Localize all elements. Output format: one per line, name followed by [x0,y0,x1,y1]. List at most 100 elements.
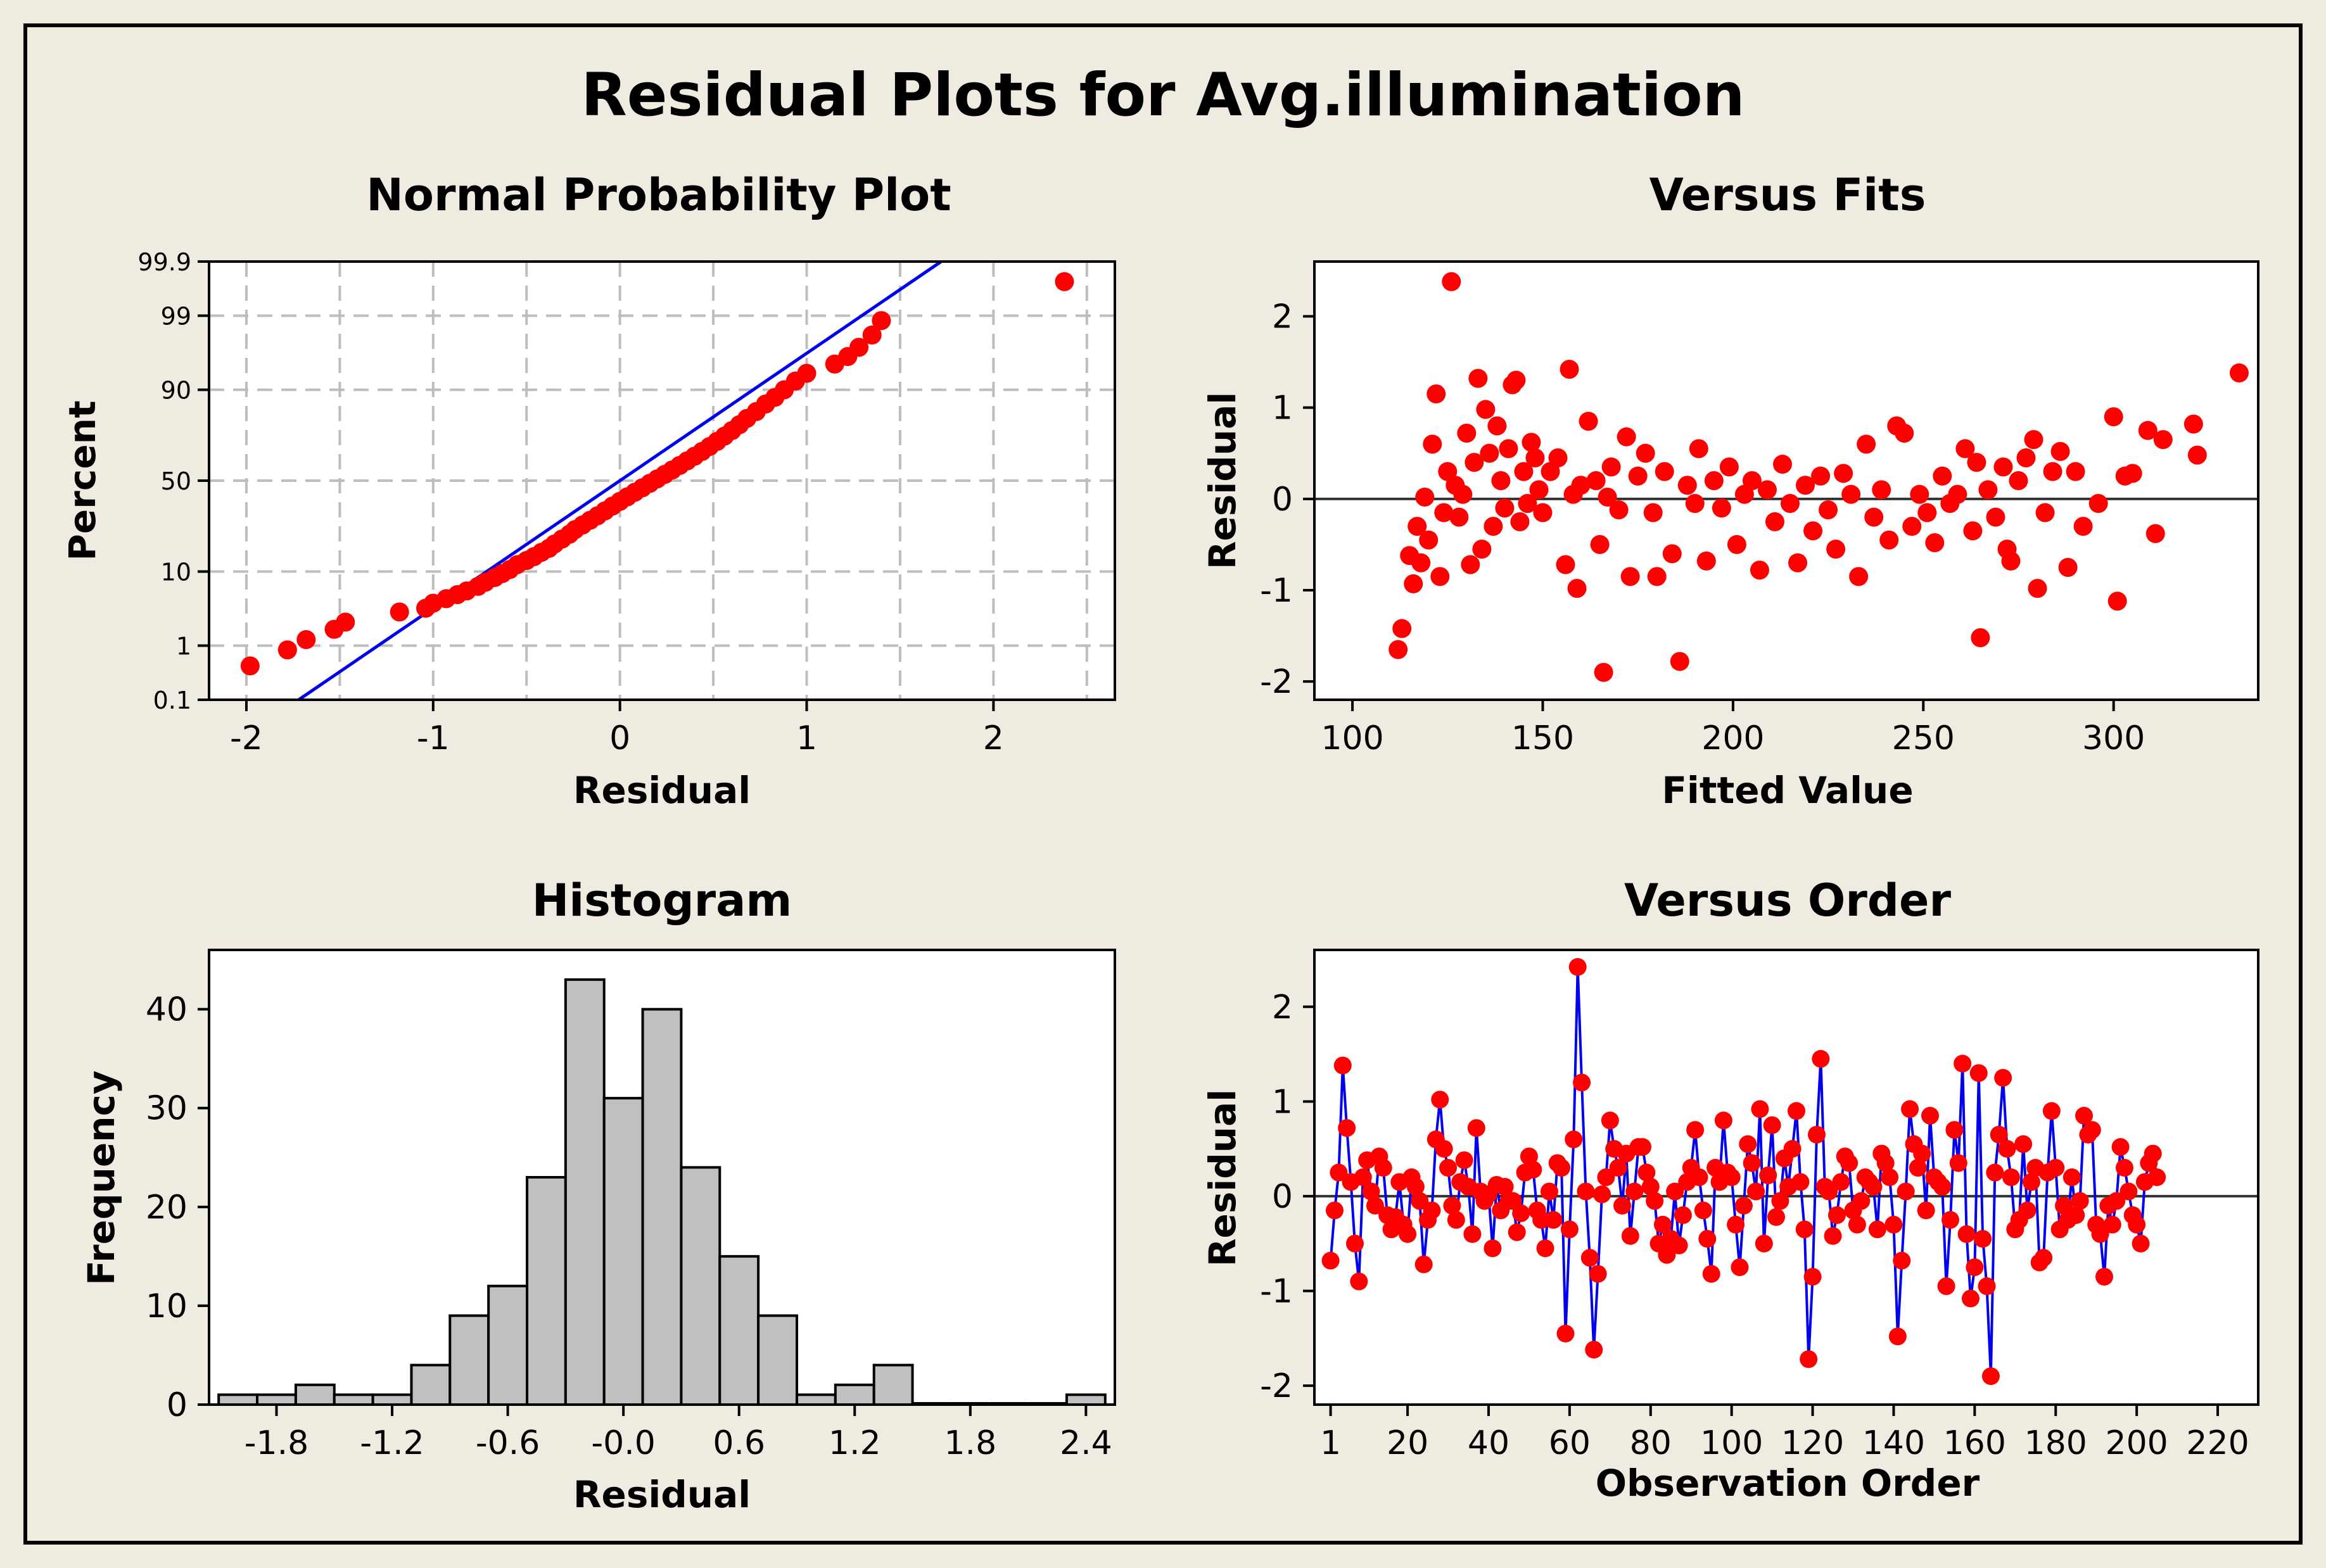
order-point [1933,1177,1952,1196]
order-point [2148,1168,2166,1186]
order-point [2132,1234,2150,1253]
residual-y-tick-label: -1 [1260,1273,1293,1311]
order-point [2047,1159,2065,1177]
fits-point [1411,553,1431,572]
order-point [1411,1192,1429,1210]
order-point [1698,1230,1717,1248]
fits-point [1971,628,1990,647]
order-point [1998,1140,2016,1158]
fits-point [1571,476,1591,495]
fits-point [2104,407,2123,427]
fits-point [1696,551,1716,571]
fits-point [1993,457,2013,477]
order-point [1439,1159,1458,1177]
normal-x-tick-label: 0 [609,719,630,757]
fits-point [2153,430,2173,450]
figure-border [23,23,2303,1545]
fits-point [2138,420,2158,440]
x-tick-label: 120 [1781,1424,1844,1462]
fits-point [1765,512,1784,531]
x-tick-label: 180 [2024,1424,2087,1462]
order-point [1560,1220,1579,1239]
histogram-bar [333,1393,374,1407]
order-point [1686,1121,1705,1139]
fits-point [2229,363,2249,383]
order-point [2115,1159,2133,1177]
fits-point [1879,530,1899,550]
order-point [1609,1159,1627,1177]
order-point [1795,1220,1814,1239]
order-point [1414,1255,1433,1274]
normal-y-ticks: 0.1 1 10 50 90 99 99.9 [137,248,209,714]
order-point [1978,1277,1996,1296]
x-tick-label: 140 [1862,1424,1925,1462]
residual-y-tick-label: 0 [1272,1178,1293,1216]
order-point [2083,1121,2101,1139]
order-point [2095,1268,2113,1286]
x-tick-label: 220 [2186,1424,2249,1462]
x-tick-label: 1 [1320,1424,1341,1462]
order-point [1330,1163,1348,1182]
order-point [1431,1091,1449,1109]
order-point [1540,1182,1558,1201]
histogram-y-ticks: 0 10 20 30 40 [146,991,209,1424]
normal-points [240,272,1074,676]
order-point [1350,1272,1368,1291]
fits-point [1522,433,1541,452]
normal-fit-line [298,260,943,702]
histogram-bar [757,1314,798,1406]
fits-point [1594,662,1613,682]
normal-point [872,311,891,331]
fits-point [1788,553,1808,572]
order-point [1589,1265,1607,1283]
order-plot-frame [1313,949,2259,1406]
order-x-ticks: 1 20 40 60 80 100 120 140 160 180 200 220 [1320,1405,2249,1462]
order-point [1986,1163,2004,1182]
order-point [1621,1227,1639,1245]
order-point [1981,1367,2000,1386]
fits-points [1389,272,2249,682]
order-point [1641,1177,1660,1196]
order-point [1763,1116,1781,1134]
fits-point [1423,434,1442,454]
fits-point [1978,480,1998,500]
x-tick-label: 80 [1630,1424,1672,1462]
fits-point [2035,503,2055,522]
order-point [1601,1111,1619,1130]
histogram-x-tick-label: 0.6 [713,1424,765,1462]
normal-y-tick-label: 99.9 [137,248,191,276]
order-point [1325,1201,1344,1220]
order-point [1568,958,1587,976]
order-point [1532,1211,1551,1229]
histogram-bar [564,978,606,1406]
x-tick-label: 200 [1701,719,1764,757]
fits-point [1601,457,1621,477]
fits-point [1415,487,1435,507]
order-point [1803,1268,1822,1286]
order-point [1787,1102,1805,1120]
order-point [1727,1215,1745,1234]
fits-point [1662,544,1682,564]
order-point [1399,1225,1417,1243]
order-point [1406,1177,1425,1196]
fits-point [1819,500,1838,520]
fits-x-ticks: 100 150 200 250 300 [1321,700,2145,757]
residual-y-tick-label: 1 [1272,389,1293,427]
x-tick-label: 250 [1892,719,1955,757]
order-point [1354,1168,1372,1186]
order-point [1743,1154,1761,1172]
fits-point [1579,412,1598,431]
order-point [1868,1220,1886,1239]
fits-point [1434,503,1454,522]
histogram-bar [526,1176,567,1406]
fits-point [1548,448,1568,467]
normal-x-tick-label: 1 [796,719,817,757]
histogram-bar [217,1393,259,1407]
normal-point [797,364,817,383]
order-point [1463,1225,1482,1243]
normal-point [390,602,409,622]
normal-point [277,640,297,660]
fits-point [1430,567,1450,586]
fits-point [1719,457,1739,477]
